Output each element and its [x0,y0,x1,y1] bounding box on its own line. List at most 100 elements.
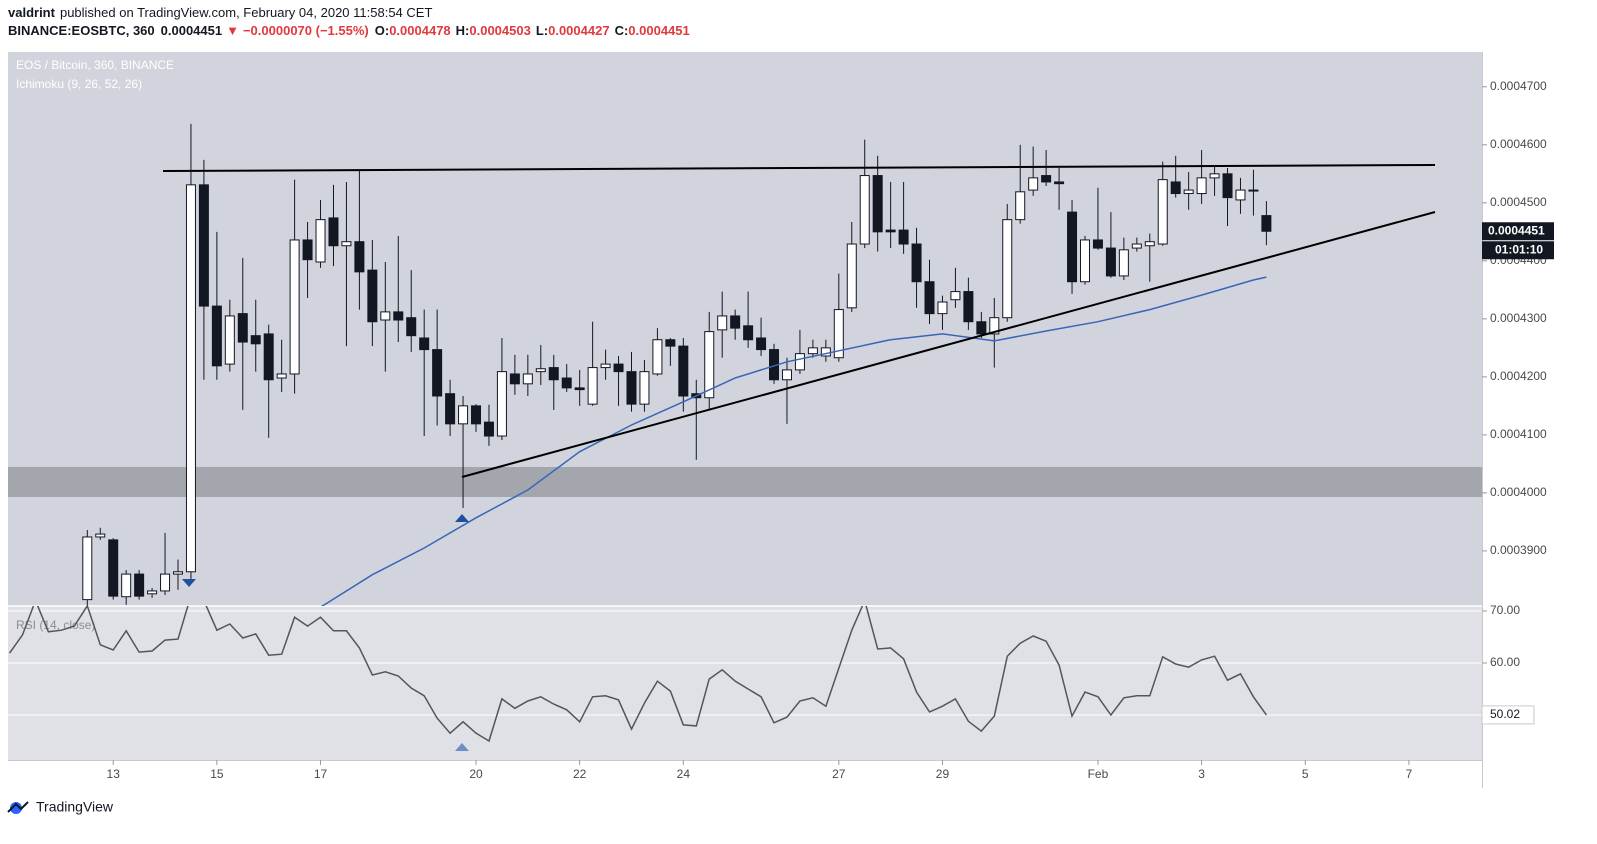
y-tick-label: 0.0004000 [1490,485,1547,499]
candle-body [717,315,728,331]
x-tick-label: 7 [1406,767,1413,781]
candle-body [263,333,274,381]
footer-logo: TradingView [7,799,114,815]
candle-body [794,353,805,371]
x-tick-label: 27 [832,767,846,781]
candle-body [846,243,857,309]
candle-body [924,281,935,315]
candle-body [328,217,339,247]
candle-body [639,371,650,405]
candle-body [872,175,883,233]
rsi-pane [8,606,1482,760]
candle-body [1170,181,1181,195]
candle-body [289,239,300,375]
symbol: BINANCE:EOSBTC, 360 [8,23,155,38]
change-arrow: ▼ [226,23,239,38]
c-value: 0.0004451 [628,23,689,38]
author: valdrint [8,5,56,20]
candle-body [1002,219,1013,319]
candle-body [1015,191,1026,221]
candle-body [859,175,870,245]
c-label: C: [615,23,629,38]
axes: 0.0003900 0.0004000 0.0004100 0.0004200 0.00… [107,79,1554,781]
candle-body [561,377,572,389]
support-zone [8,467,1482,497]
candle-body [963,291,974,323]
candle-body [367,269,378,323]
pane-title: EOS / Bitcoin, 360, BINANCE [16,58,174,72]
candle-body [432,349,443,397]
value-label-box [1481,705,1535,725]
candle-body [950,291,961,301]
y-tick-label: 0.0004200 [1490,369,1547,383]
candle-body [1105,247,1116,277]
candle-body [276,373,287,379]
x-tick-label: 29 [936,767,950,781]
candle-body [302,239,313,261]
l-label: L: [536,23,548,38]
candle-body [419,337,430,351]
candle-body [1235,189,1246,201]
x-tick-label: 22 [573,767,587,781]
y-tick-label: 0.0004300 [1490,311,1547,325]
x-tick-label: 15 [210,767,224,781]
candle-body [781,369,792,381]
candle-body [1092,239,1103,249]
up-marker [455,514,469,522]
candle-body [548,367,559,381]
candle-body [211,305,222,367]
x-tick-label: 24 [677,767,691,781]
change: −0.0000070 (−1.55%) [243,23,369,38]
candle-body [522,373,533,385]
x-tick-label: 5 [1302,767,1309,781]
y-tick-label: 70.00 [1490,603,1520,617]
candle-body [885,229,896,233]
resistance-line [162,164,1436,172]
candle-body [626,371,637,405]
candle-body [1054,181,1065,185]
candle-body [1079,239,1090,283]
candle-body [730,315,741,329]
candle-body [354,241,365,273]
x-tick-label: 3 [1198,767,1205,781]
publish-line: valdrint published on TradingView.com, Fe… [8,5,432,20]
candle-body [224,315,235,365]
h-label: H: [456,23,470,38]
y-tick-label: 60.00 [1490,655,1520,669]
candle-body [574,387,585,391]
candle-body [471,405,482,425]
candle-body [1118,249,1129,277]
candle-body [756,337,767,351]
y-tick-label: 0.0004700 [1490,79,1547,93]
candle-body [108,539,119,597]
candle-body [1157,179,1168,245]
candle-body [1183,189,1194,195]
candle-body [445,393,456,425]
candle-body [807,347,818,355]
candle-body [976,321,987,335]
candle-body [185,184,196,573]
candle-body [600,363,611,369]
candle-body [95,533,106,538]
x-tick-label: 17 [314,767,328,781]
down-marker [182,579,196,587]
candle-body [1209,173,1220,179]
candle-body [160,573,171,592]
candle-body [393,311,404,321]
candle-body [989,317,1000,335]
brand: TradingView [36,799,114,815]
candle-body [911,243,922,283]
candle-body [1028,177,1039,191]
y-tick-label: 0.0003900 [1490,543,1547,557]
logo-mark [7,801,29,813]
candle-body [121,573,132,598]
candle-body [704,331,715,399]
candle-body [147,590,158,595]
candle-body [496,371,507,437]
last-price: 0.0004451 [161,23,222,38]
candle-body [1196,177,1207,195]
o-value: 0.0004478 [389,23,450,38]
candle-body [82,536,93,601]
